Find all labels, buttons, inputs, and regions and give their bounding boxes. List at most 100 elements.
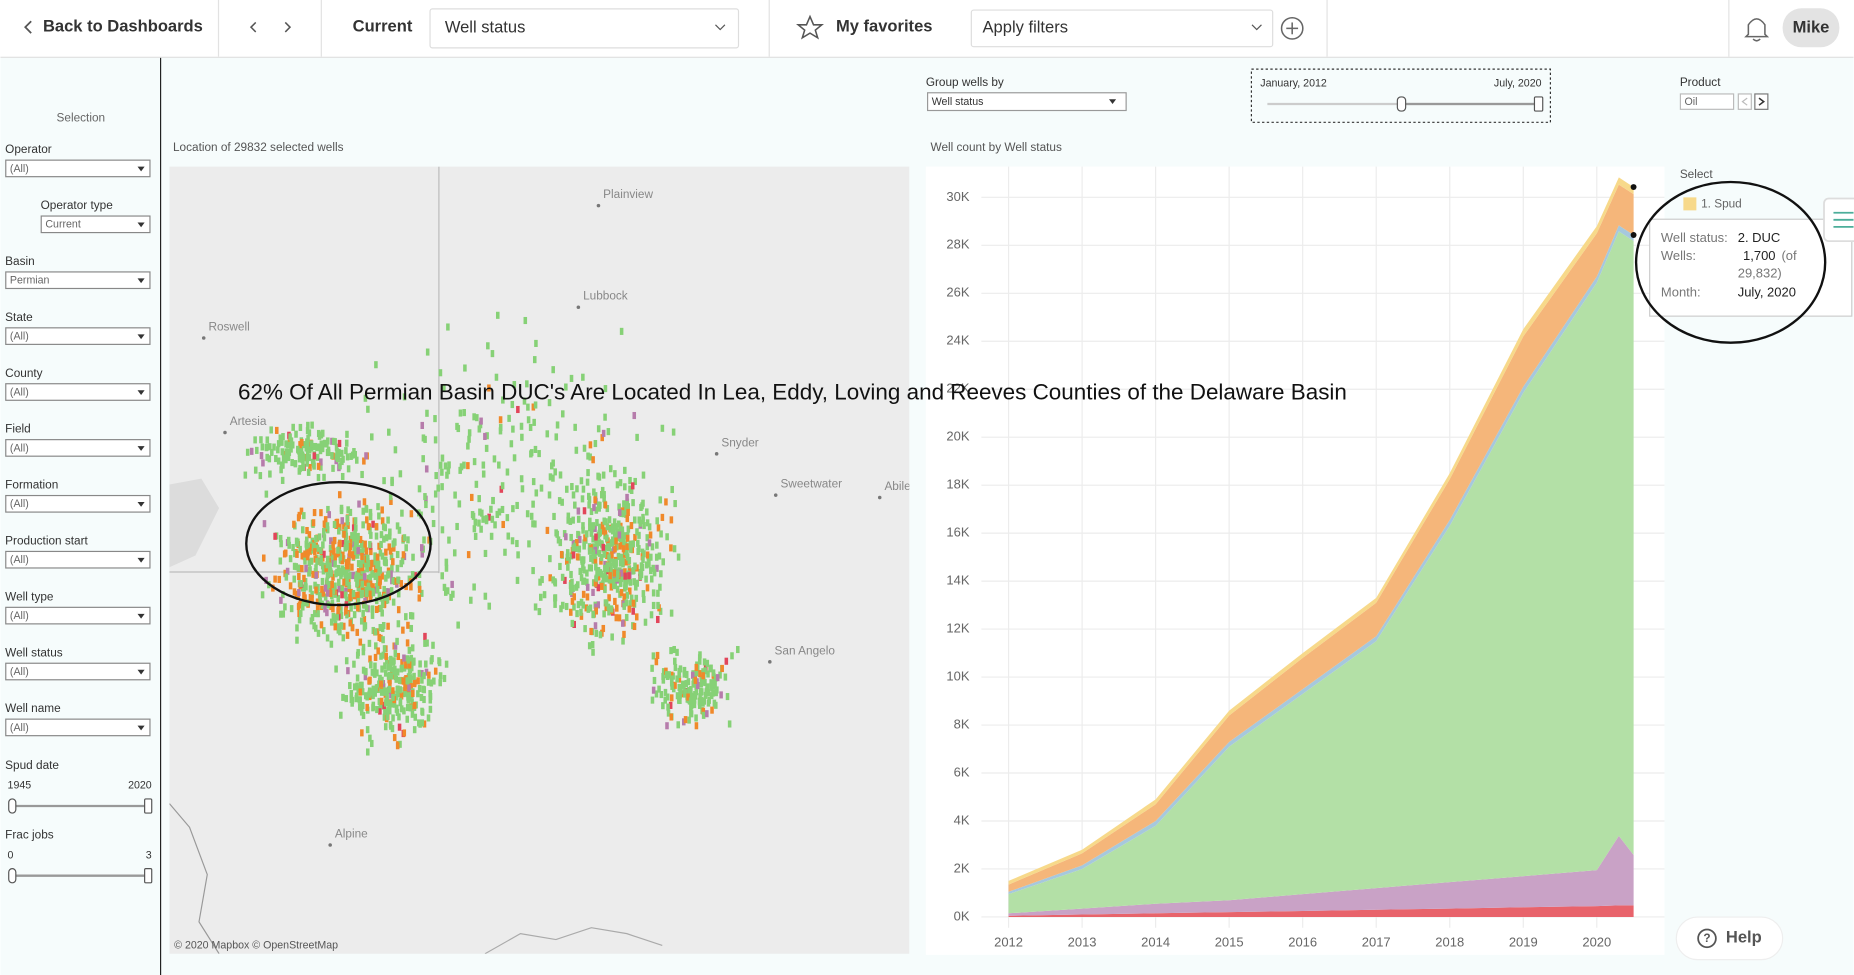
next-button[interactable]	[284, 21, 292, 33]
well	[354, 592, 359, 600]
dropdown-arrow	[137, 222, 145, 228]
well	[559, 605, 563, 613]
back-link[interactable]: Back to Dashboards	[43, 17, 203, 36]
well	[341, 539, 346, 548]
star-icon[interactable]	[796, 14, 824, 40]
well	[311, 570, 315, 578]
well	[360, 575, 364, 583]
well	[325, 526, 330, 534]
well	[338, 553, 343, 561]
slider-handle[interactable]	[144, 798, 153, 814]
back-icon[interactable]	[24, 20, 32, 34]
menu-icon[interactable]	[1823, 197, 1854, 242]
well	[531, 478, 536, 486]
date-handle[interactable]	[1533, 96, 1544, 112]
filter-dropdown[interactable]	[5, 718, 151, 737]
well	[490, 515, 495, 523]
filters-dropdown[interactable]	[970, 9, 1274, 48]
well	[606, 603, 611, 611]
well	[410, 612, 415, 620]
add-filter-button[interactable]	[1280, 16, 1304, 40]
legend-label[interactable]: 1. Spud	[1701, 197, 1742, 211]
well	[563, 576, 567, 584]
filter-dropdown[interactable]	[5, 606, 151, 625]
x-tick-label: 2012	[994, 935, 1023, 950]
product-next[interactable]	[1754, 93, 1769, 110]
x-tick-label: 2013	[1068, 935, 1097, 950]
well	[596, 472, 600, 480]
well	[419, 693, 424, 702]
well	[377, 591, 382, 599]
well	[291, 543, 295, 552]
well	[381, 523, 386, 531]
well	[533, 445, 538, 453]
filter-label: Formation	[5, 478, 58, 492]
filter-dropdown[interactable]	[5, 327, 151, 345]
well	[597, 504, 601, 512]
well	[587, 564, 592, 572]
filter-dropdown[interactable]	[5, 383, 151, 401]
well	[603, 385, 608, 393]
x-tick-label: 2018	[1435, 935, 1464, 950]
well	[417, 719, 421, 727]
well	[316, 610, 320, 618]
well	[274, 426, 279, 434]
well	[727, 720, 732, 728]
well	[545, 526, 550, 534]
slider-handle[interactable]	[8, 868, 17, 884]
bell-icon[interactable]	[1744, 18, 1770, 42]
product-prev[interactable]	[1737, 93, 1752, 110]
well	[725, 693, 730, 701]
well	[594, 603, 598, 611]
well	[623, 568, 627, 576]
filter-dropdown[interactable]	[5, 439, 151, 457]
well	[336, 607, 340, 615]
well	[575, 485, 579, 493]
filter-dropdown[interactable]	[5, 159, 151, 178]
well	[340, 457, 344, 466]
product-dropdown[interactable]	[1679, 93, 1735, 110]
well	[377, 542, 381, 550]
filter-dropdown[interactable]	[5, 662, 151, 681]
view-dropdown[interactable]	[429, 8, 740, 49]
tooltip-value: 29,832)	[1738, 266, 1782, 281]
well	[641, 471, 646, 479]
well	[609, 539, 614, 547]
help-button[interactable]	[1675, 916, 1784, 961]
map[interactable]	[169, 166, 910, 954]
well	[417, 669, 422, 677]
well	[567, 556, 571, 564]
well	[369, 531, 373, 539]
slider-handle[interactable]	[8, 798, 17, 814]
well	[654, 690, 659, 698]
place-label: Artesia	[230, 414, 267, 428]
well	[443, 462, 448, 470]
slider-handle[interactable]	[144, 868, 153, 884]
well	[602, 610, 606, 618]
date-handle[interactable]	[1396, 96, 1407, 112]
well	[575, 553, 580, 561]
group-dropdown[interactable]	[927, 92, 1127, 112]
filter-dropdown[interactable]	[40, 215, 151, 234]
well	[405, 677, 410, 685]
well	[370, 739, 374, 748]
well	[463, 364, 467, 372]
well	[602, 517, 607, 525]
well	[484, 444, 489, 452]
user-pill[interactable]	[1782, 8, 1840, 48]
well	[603, 560, 607, 568]
group-value: Well status	[932, 96, 984, 108]
well	[365, 554, 370, 562]
well	[613, 545, 617, 553]
well	[328, 589, 333, 598]
prev-button[interactable]	[249, 21, 257, 33]
well	[370, 605, 375, 613]
filter-dropdown[interactable]	[5, 550, 151, 569]
well	[553, 578, 557, 586]
filter-dropdown[interactable]	[5, 494, 151, 513]
favorites-link[interactable]: My favorites	[836, 17, 932, 36]
filter-dropdown[interactable]	[5, 271, 151, 290]
well	[396, 620, 401, 628]
y-tick-label: 8K	[954, 716, 970, 731]
well	[319, 440, 324, 448]
